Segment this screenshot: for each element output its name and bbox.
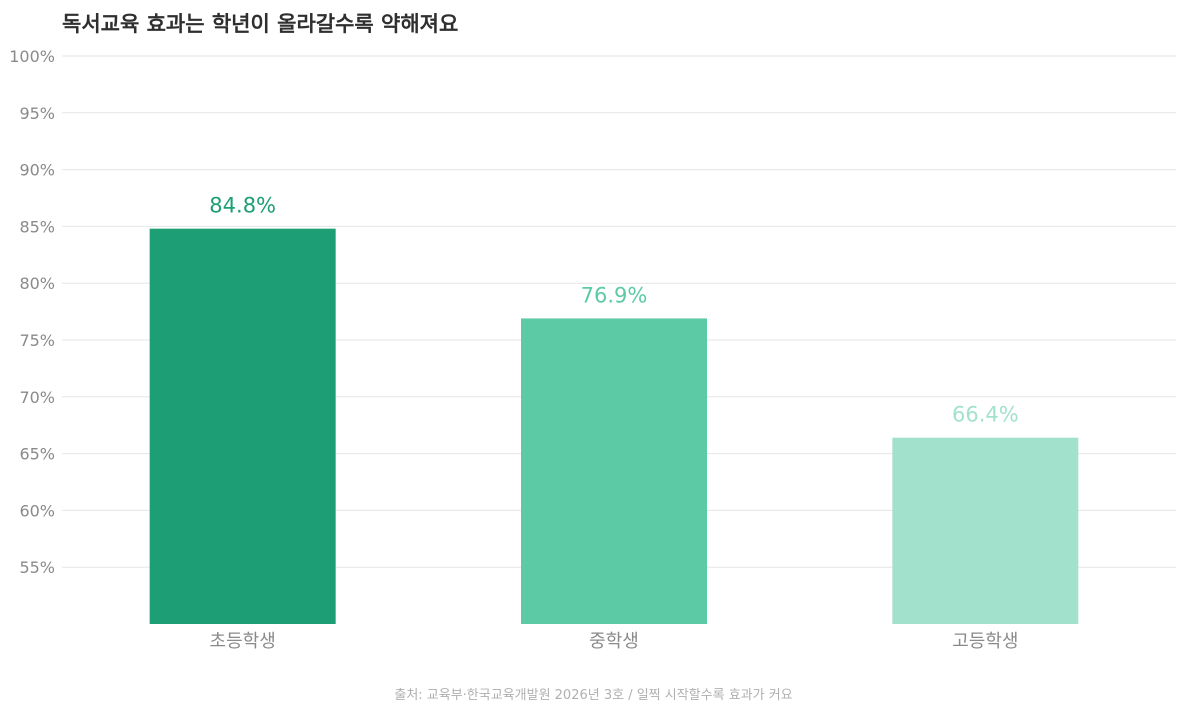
x-tick-label: 초등학생: [210, 631, 276, 652]
x-tick-label: 고등학생: [952, 631, 1018, 652]
y-tick-label: 60%: [19, 501, 55, 520]
y-tick-label: 80%: [19, 274, 55, 293]
y-tick-label: 65%: [19, 445, 55, 464]
value-labels: 84.8% 76.9% 66.4%: [209, 194, 1018, 427]
bar-3: [892, 437, 1079, 624]
y-axis-ticks: 55% 60% 65% 70% 75% 80% 85% 90% 95% 100%: [9, 47, 55, 577]
y-tick-label: 85%: [19, 217, 55, 236]
bars: [149, 228, 1079, 624]
x-tick-label: 중학생: [589, 631, 639, 652]
y-tick-label: 100%: [9, 47, 55, 66]
y-tick-label: 55%: [19, 558, 55, 577]
value-label: 84.8%: [209, 194, 276, 218]
y-tick-label: 95%: [19, 104, 55, 123]
bar-1: [149, 228, 336, 624]
value-label: 66.4%: [952, 403, 1019, 427]
x-axis-ticks: 초등학생 중학생 고등학생: [210, 631, 1019, 652]
y-tick-label: 70%: [19, 388, 55, 407]
source-note: 출처: 교육부·한국교육개발원 2026년 3호 / 일찍 시작할수록 효과가 …: [394, 688, 793, 703]
bar-2: [521, 318, 707, 624]
value-label: 76.9%: [581, 283, 648, 307]
chart-title: 독서교육 효과는 학년이 올라갈수록 약해져요: [62, 12, 459, 36]
y-tick-label: 90%: [19, 161, 55, 180]
y-tick-label: 75%: [19, 331, 55, 350]
